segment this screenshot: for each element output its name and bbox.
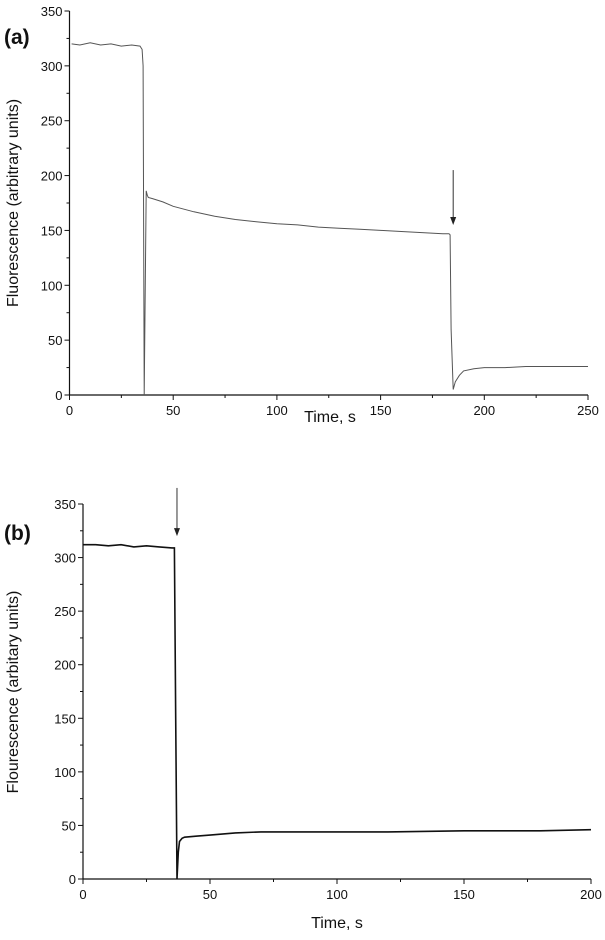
panel-b-label: (b) <box>4 522 31 545</box>
panel-b-series-line <box>83 543 592 880</box>
x-tick-label: 150 <box>370 403 392 418</box>
panel-a-series-line <box>71 42 588 396</box>
y-tick-label: 100 <box>54 765 76 780</box>
y-tick-label: 0 <box>55 388 62 403</box>
panel-b-xlabel: Time, s <box>311 915 363 932</box>
panel-b-arrow-head-icon <box>173 528 180 537</box>
panel-a: (a) Time, s Fluorescence (arbitrary unit… <box>4 4 599 426</box>
y-tick-label: 150 <box>41 223 63 238</box>
x-tick-label: 100 <box>326 887 348 902</box>
y-tick-label: 350 <box>54 497 76 512</box>
panel-b-ylabel: Flourescence (arbitary units) <box>5 591 22 794</box>
x-tick-label: 0 <box>79 887 86 902</box>
y-tick-label: 0 <box>69 872 76 887</box>
x-tick-label: 0 <box>66 403 73 418</box>
panel-a-ylabel: Fluorescence (arbitrary units) <box>5 99 22 307</box>
x-tick-label: 250 <box>577 403 599 418</box>
x-tick-label: 150 <box>453 887 475 902</box>
panel-a-label: (a) <box>4 26 30 49</box>
y-tick-label: 350 <box>41 4 63 19</box>
x-tick-label: 50 <box>203 887 217 902</box>
x-tick-label: 200 <box>473 403 495 418</box>
y-tick-label: 150 <box>54 711 76 726</box>
panel-a-arrow-head-icon <box>450 216 457 225</box>
y-tick-label: 300 <box>41 59 63 74</box>
x-tick-label: 100 <box>266 403 288 418</box>
y-tick-label: 250 <box>54 604 76 619</box>
x-tick-label: 50 <box>166 403 180 418</box>
y-tick-label: 50 <box>48 333 62 348</box>
y-tick-label: 50 <box>62 818 76 833</box>
y-tick-label: 250 <box>41 114 63 129</box>
panel-b: (b) Time, s Flourescence (arbitary units… <box>4 487 602 932</box>
y-tick-label: 200 <box>41 169 63 184</box>
y-tick-label: 100 <box>41 278 63 293</box>
y-tick-label: 200 <box>54 658 76 673</box>
panel-a-xlabel: Time, s <box>304 409 356 426</box>
x-tick-label: 200 <box>580 887 602 902</box>
y-tick-label: 300 <box>54 551 76 566</box>
